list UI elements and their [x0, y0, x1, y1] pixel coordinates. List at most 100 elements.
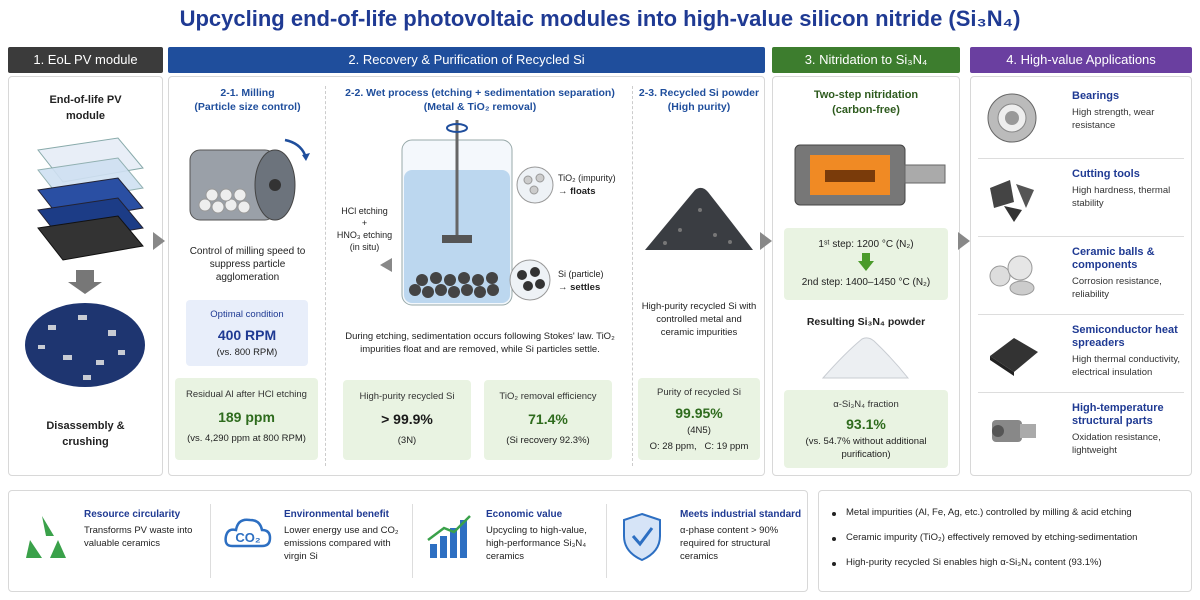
stat-label: α-Si₃N₄ fraction	[833, 399, 899, 410]
divider	[632, 86, 633, 466]
reagent: +	[361, 218, 368, 228]
bullet	[832, 537, 836, 541]
stat-box	[175, 378, 318, 460]
note: Ceramic impurity (TiO₂) effectively remo…	[846, 532, 1138, 543]
description: Control of milling speed to suppress par…	[189, 246, 306, 283]
arrow	[153, 232, 165, 250]
stat-box	[484, 380, 612, 460]
separator	[210, 504, 211, 578]
callout: Si (particle)	[558, 269, 604, 279]
benefit-icon	[26, 516, 66, 558]
stat-note: (Si recovery 92.3%)	[506, 435, 590, 446]
down-arrow	[68, 270, 102, 294]
subheader: (Metal & TiO₂ removal)	[423, 101, 537, 113]
stat-value: > 99.9%	[381, 411, 433, 427]
application-name: Semiconductor heat spreaders	[1072, 324, 1178, 349]
title: Upcycling end-of-life photovoltaic modul…	[179, 6, 1021, 31]
pv-layers	[37, 137, 144, 261]
application-name: Bearings	[1072, 90, 1120, 102]
stat-value: 99.95%	[675, 405, 723, 421]
benefit-text: α-phase content > 90% required for struc…	[680, 525, 779, 562]
divider	[325, 86, 326, 466]
application-icon	[987, 93, 1037, 143]
separator	[412, 504, 413, 578]
application-icon	[992, 420, 1036, 442]
note: Metal impurities (Al, Fe, Ag, etc.) cont…	[846, 507, 1132, 518]
label: Disassembly & crushing	[46, 420, 125, 448]
subheader: 2-1. Milling	[220, 87, 275, 99]
stat-label: Optimal condition	[210, 309, 284, 320]
callout: TiO₂ (impurity)	[558, 173, 616, 183]
notes-box	[818, 490, 1192, 592]
application-desc: High strength, wear resistance	[1072, 107, 1155, 131]
subheader: (carbon-free)	[832, 104, 900, 116]
furnace-illustration	[794, 144, 946, 206]
stat-value: 400 RPM	[217, 327, 277, 343]
application-desc: Corrosion resistance, reliability	[1072, 276, 1162, 300]
application-icon	[990, 338, 1038, 376]
benefit-title: Environmental benefit	[284, 509, 390, 520]
stat-note: O: 28 ppm, C: 19 ppm	[649, 441, 749, 452]
header: 4. High-value Applications	[970, 47, 1192, 73]
separator	[978, 158, 1184, 159]
step: 1ˢᵗ step: 1200 °C (N₂)	[818, 239, 914, 250]
benefit-title: Meets industrial standard	[680, 509, 802, 520]
application-desc: Oxidation resistance, lightweight	[1072, 432, 1161, 456]
arrow	[760, 232, 772, 250]
application-name: Cutting tools	[1072, 168, 1140, 180]
stat-label: TiO₂ removal efficiency	[499, 391, 597, 402]
benefit-text: Transforms PV waste into valuable cerami…	[84, 525, 193, 549]
benefit-text: Lower energy use and CO₂ emissions compa…	[284, 525, 399, 562]
stat-note: (4N5)	[687, 425, 711, 436]
si3n4-powder-illustration	[821, 337, 910, 379]
bullet	[832, 562, 836, 566]
callout: → settles	[558, 282, 601, 293]
description: During etching, sedimentation occurs fol…	[345, 331, 615, 355]
label: End-of-life PV module	[49, 94, 122, 122]
application-icon	[989, 255, 1035, 296]
description: High-purity recycled Si with controlled …	[641, 301, 757, 338]
header: 1. EoL PV module	[8, 47, 163, 73]
reagent: HCl etching	[341, 206, 388, 216]
header: 3. Nitridation to Si₃N₄	[772, 47, 960, 73]
application-desc: High hardness, thermal stability	[1072, 185, 1171, 209]
stat-box	[638, 378, 760, 460]
benefits-box	[8, 490, 808, 592]
note: High-purity recycled Si enables high α-S…	[846, 557, 1102, 568]
subheader: (High purity)	[667, 101, 731, 113]
pv-illustration	[25, 137, 145, 387]
separator	[606, 504, 607, 578]
bullet	[832, 512, 836, 516]
stat-value: 189 ppm	[218, 409, 275, 425]
subheader: 2-3. Recycled Si powder	[638, 87, 760, 99]
crushed-pile	[25, 303, 145, 387]
down-arrow	[858, 253, 874, 271]
stat-box	[343, 380, 471, 460]
stat-note: (vs. 800 RPM)	[216, 347, 278, 358]
reagent: HNO₃ etching	[336, 230, 393, 240]
benefit-icon	[623, 512, 661, 562]
stat-value: 71.4%	[528, 411, 568, 427]
stat-box	[186, 300, 308, 366]
application-name: Ceramic balls & components	[1072, 246, 1155, 271]
application-name: High-temperature structural parts	[1072, 402, 1164, 427]
benefit-icon	[224, 518, 272, 548]
arrow	[958, 232, 970, 250]
label: Resulting Si₃N₄ powder	[806, 316, 926, 328]
stat-value: 93.1%	[846, 416, 886, 432]
application-icon	[990, 180, 1034, 222]
reagent: (in situ)	[349, 242, 380, 252]
step: 2nd step: 1400–1450 °C (N₂)	[801, 277, 931, 288]
benefit-text: Upcycling to high-value, high-performanc…	[486, 525, 587, 562]
mill-illustration	[189, 138, 310, 221]
stat-note: (vs. 54.7% without additional purificati…	[805, 436, 927, 460]
subheader: (Particle size control)	[194, 101, 301, 113]
stat-box	[784, 390, 948, 468]
separator	[978, 392, 1184, 393]
subheader: 2-2. Wet process (etching + sedimentatio…	[345, 87, 615, 99]
benefit-title: Economic value	[486, 509, 563, 520]
icon-text: CO₂	[235, 530, 261, 545]
callout: → floats	[558, 186, 596, 197]
header: 2. Recovery & Purification of Recycled S…	[168, 47, 765, 73]
